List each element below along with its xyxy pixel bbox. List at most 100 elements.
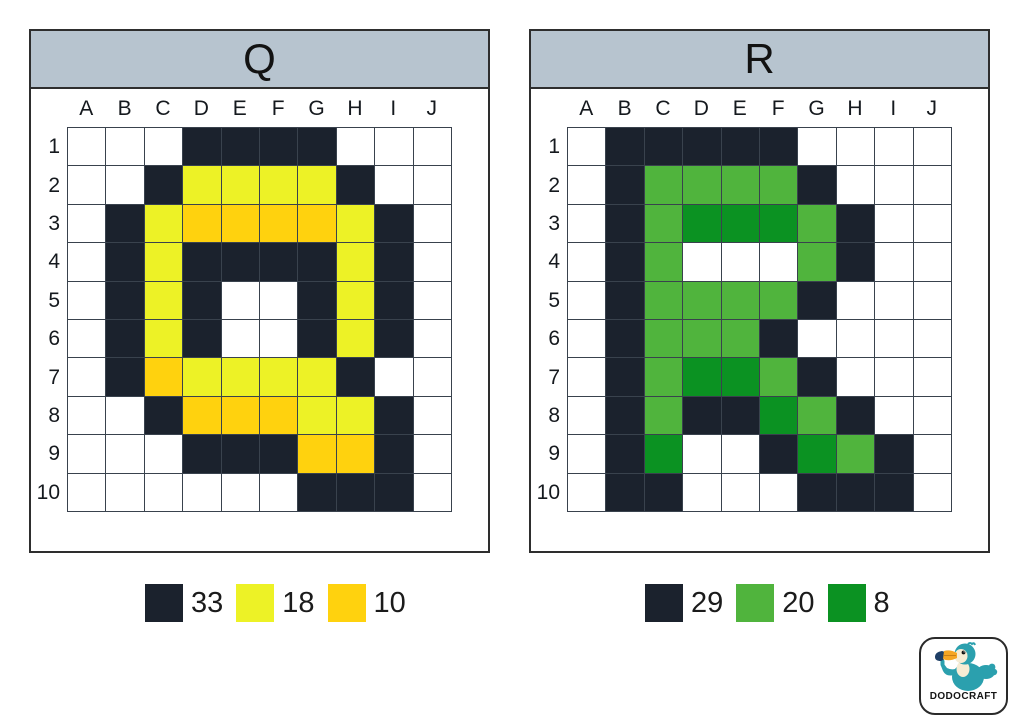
grid-cell	[183, 243, 221, 281]
row-label: 4	[548, 250, 560, 274]
grid-cell	[836, 166, 875, 204]
grid-cell	[298, 473, 336, 511]
grid-cell	[913, 358, 951, 396]
grid-cell	[259, 396, 298, 435]
grid-cell	[375, 319, 413, 358]
grid-cell	[721, 166, 759, 204]
row-label: 2	[548, 173, 560, 197]
legend-swatch	[827, 584, 866, 622]
legend-count: 18	[282, 586, 315, 619]
color-legend-q: 33 18 10	[145, 584, 419, 622]
grid-cell	[875, 243, 913, 281]
row-label: 5	[548, 288, 560, 312]
grid-cell	[106, 473, 144, 511]
legend-count: 10	[373, 586, 406, 619]
grid-cell	[759, 128, 798, 166]
grid-cell	[644, 281, 683, 319]
grid-cell	[68, 396, 106, 435]
grid-cell	[836, 319, 875, 358]
color-legend-r: 29 20 8	[645, 584, 903, 622]
grid-cell	[68, 128, 106, 166]
column-label: B	[117, 96, 132, 120]
grid-cell	[606, 166, 644, 204]
grid-cell	[798, 128, 836, 166]
dodocraft-logo: DODOCRAFT	[919, 637, 1008, 715]
grid-cell	[298, 204, 336, 243]
grid-cells	[67, 127, 452, 512]
grid-cell	[606, 435, 644, 473]
grid-cell	[259, 319, 298, 358]
grid-cell	[644, 435, 683, 473]
column-label: I	[890, 96, 897, 120]
legend-swatch	[145, 584, 183, 622]
grid-cell	[336, 396, 375, 435]
grid-cell	[913, 473, 951, 511]
grid-cell	[68, 281, 106, 319]
row-label: 5	[48, 288, 60, 312]
row-label: 3	[48, 211, 60, 235]
grid-cell	[413, 435, 451, 473]
grid-cell	[913, 166, 951, 204]
column-label: G	[308, 96, 325, 120]
grid-cell	[721, 473, 759, 511]
grid-cell	[606, 396, 644, 435]
grid-cell	[875, 473, 913, 511]
column-label: G	[808, 96, 825, 120]
grid-cell	[68, 435, 106, 473]
grid-cell	[221, 319, 259, 358]
grid-cell	[144, 358, 183, 396]
grid-cell	[413, 166, 451, 204]
grid-cell	[106, 204, 144, 243]
grid-cell	[413, 243, 451, 281]
grid-cell	[759, 358, 798, 396]
grid-cell	[259, 435, 298, 473]
legend-item: 8	[827, 584, 890, 622]
grid-cell	[336, 435, 375, 473]
grid-cell	[183, 319, 221, 358]
grid-cell	[68, 204, 106, 243]
row-label: 2	[48, 173, 60, 197]
grid-cell	[606, 204, 644, 243]
grid-cell	[375, 166, 413, 204]
grid-cell	[221, 166, 259, 204]
panel-header: R	[531, 31, 988, 89]
grid-cell	[568, 396, 606, 435]
grid-cell	[798, 435, 836, 473]
grid-cell	[68, 243, 106, 281]
grid-cell	[683, 128, 721, 166]
grid-cell	[759, 243, 798, 281]
column-label: A	[79, 96, 94, 120]
row-label: 1	[548, 135, 560, 159]
grid-cell	[836, 204, 875, 243]
row-label: 9	[548, 442, 560, 466]
legend-item: 18	[236, 584, 315, 622]
grid-cell	[106, 243, 144, 281]
grid-cell	[721, 243, 759, 281]
grid-cell	[683, 358, 721, 396]
row-label: 3	[548, 211, 560, 235]
grid-cell	[144, 128, 183, 166]
grid-cell	[606, 281, 644, 319]
grid-cell	[798, 396, 836, 435]
grid-cell	[259, 473, 298, 511]
grid-cell	[644, 243, 683, 281]
row-label: 1	[48, 135, 60, 159]
grid-cell	[413, 319, 451, 358]
legend-item: 10	[327, 584, 406, 622]
grid-cell	[144, 473, 183, 511]
row-label: 8	[548, 403, 560, 427]
grid-cell	[221, 128, 259, 166]
grid-cell	[183, 281, 221, 319]
legend-count: 29	[691, 586, 724, 619]
grid-cell	[683, 281, 721, 319]
grid-cell	[644, 166, 683, 204]
grid-cell	[606, 473, 644, 511]
grid-cell	[68, 473, 106, 511]
grid-cell	[568, 166, 606, 204]
grid-cell	[568, 358, 606, 396]
grid-cell	[298, 243, 336, 281]
grid-cell	[568, 204, 606, 243]
grid-cell	[298, 396, 336, 435]
row-label: 10	[36, 480, 60, 504]
grid-cell	[875, 319, 913, 358]
